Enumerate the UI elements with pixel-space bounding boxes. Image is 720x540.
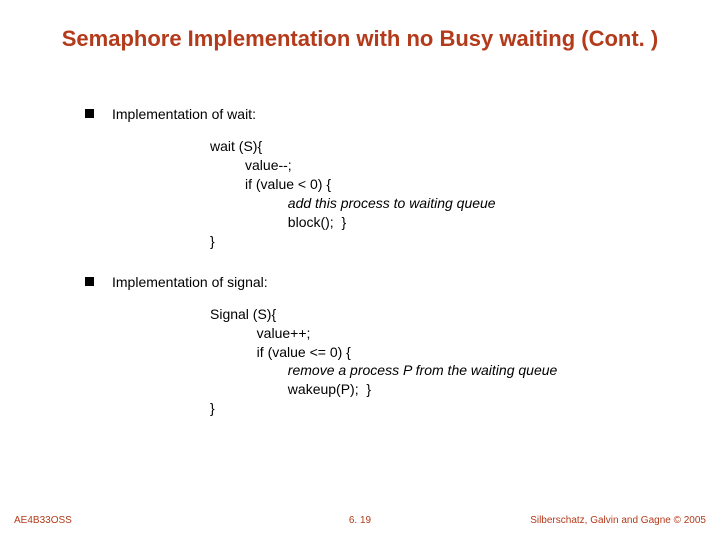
- code-line: [210, 195, 288, 211]
- code-line: value++;: [210, 325, 310, 341]
- code-line: if (value <= 0) {: [210, 344, 351, 360]
- code-line: }: [210, 233, 215, 249]
- code-line: }: [210, 400, 215, 416]
- slide: Semaphore Implementation with no Busy wa…: [0, 0, 720, 540]
- slide-title: Semaphore Implementation with no Busy wa…: [0, 26, 720, 52]
- bullet-text-1: Implementation of wait:: [112, 105, 256, 123]
- square-bullet-icon: [85, 277, 94, 286]
- code-line: wakeup(P); }: [210, 381, 371, 397]
- code-line: wait (S){: [210, 138, 262, 154]
- code-line: value--;: [210, 157, 292, 173]
- bullet-text-2: Implementation of signal:: [112, 273, 268, 291]
- code-line: if (value < 0) {: [210, 176, 331, 192]
- code-line-italic: add this process to waiting queue: [288, 195, 496, 211]
- code-line-italic: remove a process P from the waiting queu…: [288, 362, 558, 378]
- code-line: block(); }: [210, 214, 346, 230]
- code-line: [210, 362, 288, 378]
- code-block-wait: wait (S){ value--; if (value < 0) { add …: [210, 137, 680, 250]
- bullet-row-1: Implementation of wait:: [85, 105, 680, 123]
- code-block-signal: Signal (S){ value++; if (value <= 0) { r…: [210, 305, 680, 418]
- square-bullet-icon: [85, 109, 94, 118]
- footer-right: Silberschatz, Galvin and Gagne © 2005: [530, 515, 706, 526]
- bullet-row-2: Implementation of signal:: [85, 273, 680, 291]
- code-line: Signal (S){: [210, 306, 276, 322]
- slide-body: Implementation of wait: wait (S){ value-…: [85, 105, 680, 440]
